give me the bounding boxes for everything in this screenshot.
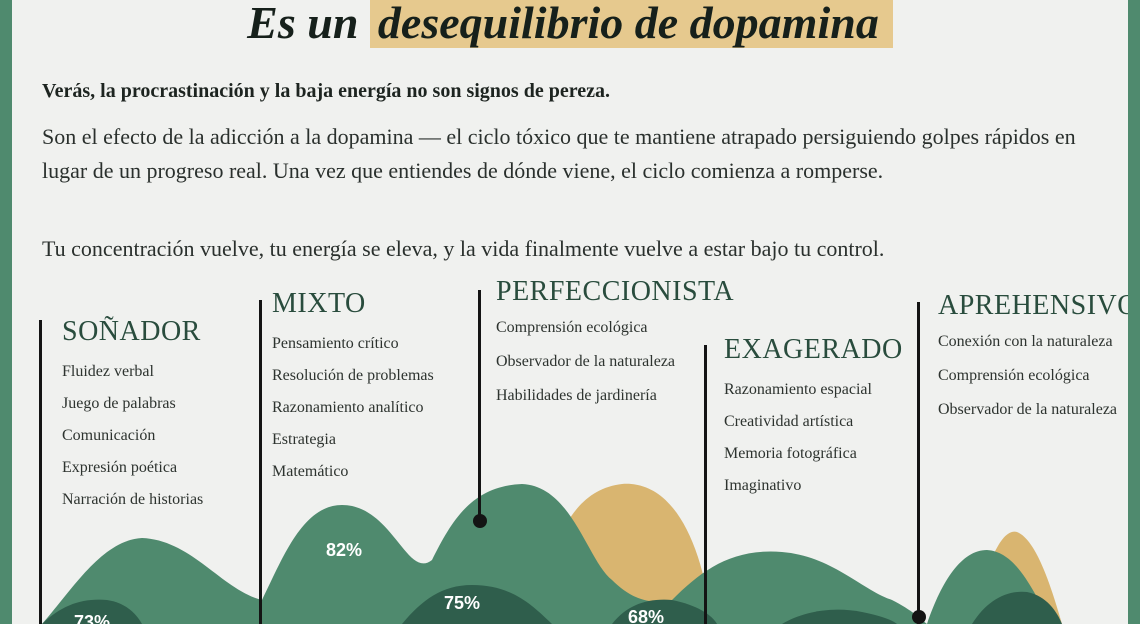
dark-wave-1	[42, 599, 142, 624]
marker-line-mixto	[259, 300, 262, 624]
headline: Es un desequilibrio de dopamina	[12, 0, 1128, 52]
trait-item: Observador de la naturaleza	[496, 353, 676, 370]
trait-item: Conexión con la naturaleza	[938, 333, 1113, 350]
trait-item: Expresión poética	[62, 459, 178, 476]
type-title: EXAGERADO	[724, 334, 903, 365]
marker-dot-aprehensivo	[912, 610, 926, 624]
dark-wave-5	[972, 591, 1062, 624]
type-column-perfeccionista: PERFECCIONISTA Comprensión ecológica Obs…	[496, 276, 735, 418]
paragraph-2: Tu concentración vuelve, tu energía se e…	[42, 236, 885, 261]
percent-label: 82%	[326, 540, 363, 560]
type-title: PERFECCIONISTA	[496, 276, 735, 307]
trait-item: Narración de historias	[62, 491, 204, 508]
marker-line-sonador	[39, 320, 42, 624]
trait-item: Razonamiento espacial	[724, 381, 872, 398]
trait-item: Juego de palabras	[62, 395, 176, 412]
trait-item: Pensamiento crítico	[272, 335, 399, 352]
trait-item: Razonamiento analítico	[272, 399, 424, 416]
trait-item: Resolución de problemas	[272, 367, 434, 384]
type-column-aprehensivo: APREHENSIVO Conexión con la naturaleza C…	[938, 290, 1128, 432]
trait-item: Habilidades de jardinería	[496, 387, 657, 404]
trait-item: Observador de la naturaleza	[938, 401, 1118, 418]
lead-sentence: Verás, la procrastinación y la baja ener…	[42, 80, 610, 102]
infographic-panel: Es un desequilibrio de dopamina Verás, l…	[12, 0, 1128, 624]
type-title: APREHENSIVO	[938, 290, 1128, 321]
marker-line-aprehensivo	[917, 302, 920, 624]
marker-dot-perfeccionista	[473, 514, 487, 528]
trait-item: Memoria fotográfica	[724, 445, 857, 462]
marker-line-exagerado	[704, 345, 707, 624]
type-title: MIXTO	[272, 288, 366, 319]
headline-highlight: desequilibrio de dopamina	[369, 0, 893, 48]
percent-label: 75%	[444, 593, 481, 613]
trait-item: Creatividad artística	[724, 413, 854, 430]
trait-item: Estrategia	[272, 431, 336, 448]
type-column-sonador: SOÑADOR Fluidez verbal Juego de palabras…	[62, 316, 262, 516]
marker-line-perfeccionista	[478, 290, 481, 520]
trait-item: Comprensión ecológica	[938, 367, 1090, 384]
paragraph-1: Son el efecto de la adicción a la dopami…	[42, 124, 1076, 183]
dark-wave-4	[782, 609, 897, 624]
trait-item: Comunicación	[62, 427, 156, 444]
headline-prefix: Es un	[247, 0, 359, 48]
trait-item: Imaginativo	[724, 477, 802, 494]
type-column-exagerado: EXAGERADO Razonamiento espacial Creativi…	[724, 334, 914, 502]
type-column-mixto: MIXTO Pensamiento crítico Resolución de …	[272, 288, 482, 488]
dark-wave-2	[402, 585, 552, 624]
trait-item: Comprensión ecológica	[496, 319, 648, 336]
type-title: SOÑADOR	[62, 316, 201, 347]
trait-item: Matemático	[272, 463, 349, 480]
dark-wave-3	[612, 599, 717, 624]
percent-label: 68%	[628, 607, 665, 624]
trait-item: Fluidez verbal	[62, 363, 154, 380]
percent-label: 73%	[74, 612, 111, 624]
